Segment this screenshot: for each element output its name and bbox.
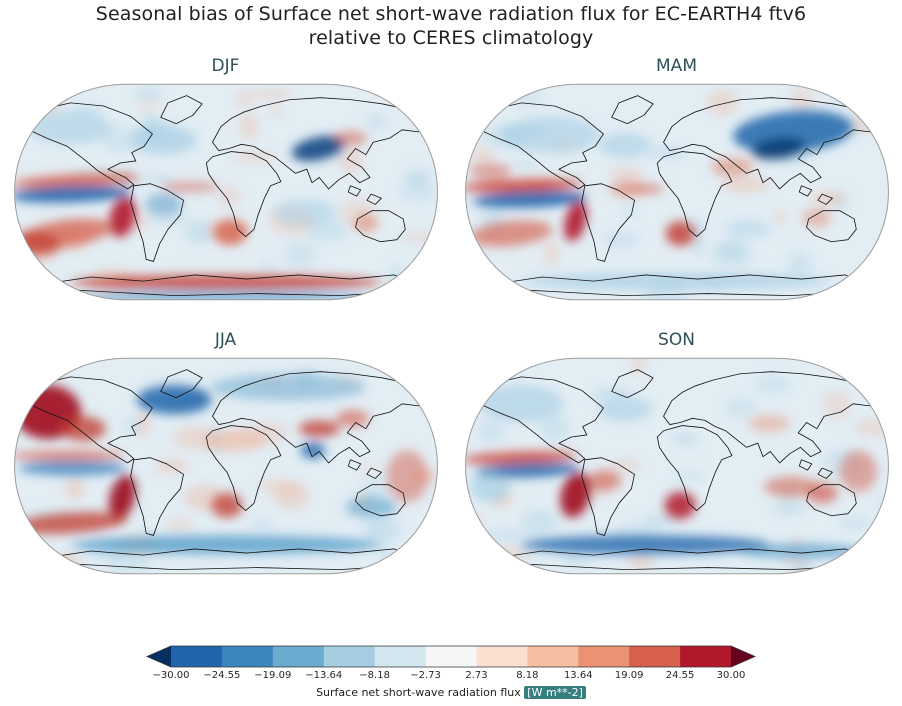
colorbar-tick: −19.09 bbox=[254, 670, 292, 681]
panel-son: SON bbox=[451, 328, 902, 580]
colorbar: −30.00 −24.55 −19.09 −13.64 −8.18 −2.73 2.73 8.… bbox=[146, 645, 756, 699]
colorbar-tick: −2.73 bbox=[410, 670, 441, 681]
map-jja bbox=[8, 352, 444, 580]
colorbar-label: Surface net short-wave radiation flux [W… bbox=[146, 686, 756, 699]
panel-mam: MAM bbox=[451, 54, 902, 306]
colorbar-tick: 2.73 bbox=[465, 670, 488, 681]
map-son bbox=[459, 352, 895, 580]
panel-title-son: SON bbox=[658, 330, 695, 350]
figure-title-line2: relative to CERES climatology bbox=[308, 27, 594, 49]
colorbar-ticks: −30.00 −24.55 −19.09 −13.64 −8.18 −2.73 2.73 8.… bbox=[146, 670, 756, 683]
panel-jja: JJA bbox=[0, 328, 451, 580]
colorbar-tick: −24.55 bbox=[203, 670, 241, 681]
colorbar-tick: 24.55 bbox=[665, 670, 695, 681]
colorbar-tick: 30.00 bbox=[716, 670, 746, 681]
colorbar-tick: 13.64 bbox=[563, 670, 593, 681]
colorbar-tick: −8.18 bbox=[359, 670, 390, 681]
colorbar-tick: −13.64 bbox=[305, 670, 343, 681]
figure-title-line1: Seasonal bias of Surface net short-wave … bbox=[95, 3, 807, 25]
panel-title-djf: DJF bbox=[211, 56, 240, 76]
panel-title-mam: MAM bbox=[656, 56, 697, 76]
panel-title-jja: JJA bbox=[214, 330, 237, 350]
colorbar-label-text: Surface net short-wave radiation flux bbox=[316, 686, 521, 699]
map-mam bbox=[459, 78, 895, 306]
map-djf bbox=[8, 78, 444, 306]
panel-djf: DJF bbox=[0, 54, 451, 306]
colorbar-tick: 19.09 bbox=[614, 670, 644, 681]
colorbar-gradient bbox=[146, 645, 756, 668]
colorbar-tick: −30.00 bbox=[152, 670, 190, 681]
colorbar-tick: 8.18 bbox=[516, 670, 539, 681]
panel-grid: DJF MAM JJA SON bbox=[0, 54, 902, 580]
colorbar-label-units: [W m**-2] bbox=[524, 686, 586, 699]
